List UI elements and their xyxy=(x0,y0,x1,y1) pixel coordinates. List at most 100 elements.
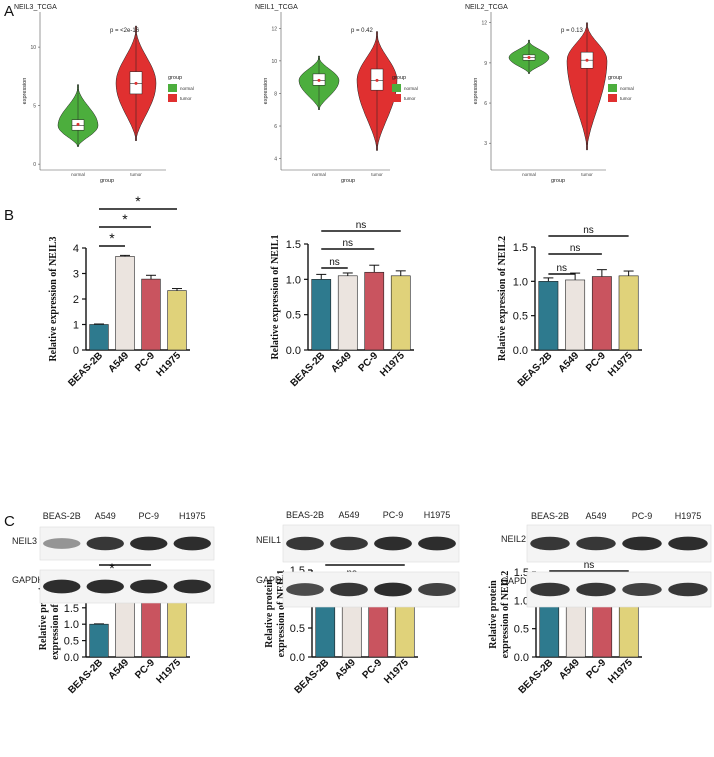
bar-xtick-label: A549 xyxy=(333,657,358,682)
bar-chart-4: 0.0 0.5 1.0 1.5 Relative expression of NEIL1… xyxy=(270,220,414,389)
violin-mean-point xyxy=(585,58,589,62)
violin-mean-point xyxy=(76,122,80,126)
significance-label: ns xyxy=(570,243,581,254)
blot-lane-label: BEAS-2B xyxy=(286,510,324,520)
legend-label: normal xyxy=(620,86,634,91)
bar-xtick-label: A549 xyxy=(557,657,582,682)
western-blot-6: BEAS-2B A549 PC-9 H1975 NEIL3 GAPDH xyxy=(12,511,215,604)
significance-label: * xyxy=(109,560,115,576)
bar-ytick-label: 0.0 xyxy=(290,652,305,664)
blot-band xyxy=(86,579,124,594)
legend-label: normal xyxy=(180,86,194,91)
bar-ytick-label: 1.0 xyxy=(64,619,79,631)
bar-h1975 xyxy=(167,600,187,658)
bar-xtick-label: H1975 xyxy=(382,657,411,686)
blot-band xyxy=(374,582,412,597)
legend-title: group xyxy=(608,75,622,81)
bar-xtick-label: H1975 xyxy=(378,350,407,379)
bar-xtick-label: H1975 xyxy=(606,350,635,379)
blot-band xyxy=(418,582,456,597)
violin-ytick-label: 10 xyxy=(30,45,36,51)
legend-label: tumor xyxy=(180,96,192,101)
significance-label: * xyxy=(109,230,115,246)
blot-band xyxy=(576,536,616,551)
bar-beas-2b xyxy=(89,324,109,351)
violin-xtick-label: normal xyxy=(312,172,326,177)
legend-swatch-normal xyxy=(608,84,617,92)
bar-ytick-label: 2 xyxy=(73,294,79,306)
bar-ylabel-line: expression of NEIL3 xyxy=(50,572,61,660)
violin-ylabel: expression xyxy=(263,78,269,105)
bar-a549 xyxy=(115,256,135,351)
violin-xlabel: group xyxy=(341,178,355,184)
blot-band xyxy=(286,536,324,551)
blot-lane-label: A549 xyxy=(338,510,359,520)
blot-band xyxy=(530,582,570,597)
bar-ylabel: Relative expression of NEIL1 xyxy=(270,234,281,359)
significance-label: ns xyxy=(342,238,353,249)
blot-band xyxy=(330,582,368,597)
violin-chart-0: NEIL3_TCGA 0 5 10 expression group p = <2e-16 n… xyxy=(14,4,194,184)
violin-ylabel: expression xyxy=(473,78,479,105)
violin-ylabel: expression xyxy=(22,78,28,105)
bar-xtick-label: H1975 xyxy=(155,657,184,686)
bar-ylabel: Relative expression of NEIL3 xyxy=(48,236,59,361)
bar-xtick-label: PC-9 xyxy=(356,350,380,374)
violin-xtick-label: normal xyxy=(71,172,85,177)
violin-pvalue: p = 0.13 xyxy=(561,28,584,34)
legend-label: tumor xyxy=(620,96,632,101)
violin-ytick-label: 0 xyxy=(33,162,36,168)
bar-a549 xyxy=(341,599,362,658)
blot-lane-label: H1975 xyxy=(675,511,702,521)
violin-ytick-label: 12 xyxy=(271,26,277,32)
blot-band xyxy=(622,582,662,597)
bar-xtick-label: A549 xyxy=(106,657,131,682)
panel-label-b: B xyxy=(4,207,14,224)
bar-pc-9 xyxy=(141,278,161,351)
bar-beas-2b xyxy=(89,623,109,658)
significance-label: * xyxy=(135,193,141,209)
legend-title: group xyxy=(392,75,406,81)
significance-label: ns xyxy=(556,263,567,274)
blot-band xyxy=(43,579,81,594)
violin-chart-1: NEIL1_TCGA 4 6 8 10 12 expression group p = 0.42… xyxy=(255,4,418,184)
bar-ytick-label: 1.5 xyxy=(286,239,301,251)
violin-ytick-label: 3 xyxy=(484,141,487,147)
bar-a549 xyxy=(565,601,586,658)
blot-band xyxy=(173,536,211,551)
bar-ytick-label: 0.5 xyxy=(290,623,305,635)
bar-xtick-label: A549 xyxy=(106,350,131,375)
violin-xtick-label: normal xyxy=(522,172,536,177)
blot-band xyxy=(418,536,456,551)
bar-ytick-label: 0.0 xyxy=(286,345,301,357)
blot-row-label: NEIL1 xyxy=(256,535,281,545)
bar-h1975 xyxy=(390,275,411,351)
blot-lane-label: PC-9 xyxy=(383,510,404,520)
bar-ytick-label: 0.5 xyxy=(64,636,79,648)
blot-row-label: NEIL2 xyxy=(501,534,526,544)
blot-lane-label: BEAS-2B xyxy=(531,511,569,521)
violin-title: NEIL3_TCGA xyxy=(14,4,57,11)
blot-band xyxy=(622,536,662,551)
bar-beas-2b xyxy=(539,600,560,658)
significance-label: ns xyxy=(584,560,595,571)
violin-title: NEIL1_TCGA xyxy=(255,4,298,11)
violin-xtick-label: tumor xyxy=(371,172,383,177)
legend-label: tumor xyxy=(404,96,416,101)
bar-pc-9 xyxy=(591,276,612,351)
violin-mean-point xyxy=(317,78,321,82)
bar-ylabel: Relative expression of NEIL2 xyxy=(497,236,508,361)
bar-ytick-label: 0 xyxy=(73,345,79,357)
significance-label: ns xyxy=(356,220,367,231)
bar-ytick-label: 1.5 xyxy=(64,603,79,615)
bar-ytick-label: 3 xyxy=(73,269,79,281)
legend-swatch-tumor xyxy=(392,94,401,102)
panel-label-c: C xyxy=(4,513,15,530)
bar-a549 xyxy=(565,279,586,351)
legend-swatch-tumor xyxy=(608,94,617,102)
bar-ytick-label: 0.0 xyxy=(514,652,529,664)
bar-h1975 xyxy=(618,275,639,351)
bar-xtick-label: PC-9 xyxy=(584,350,608,374)
bar-beas-2b xyxy=(311,279,332,351)
